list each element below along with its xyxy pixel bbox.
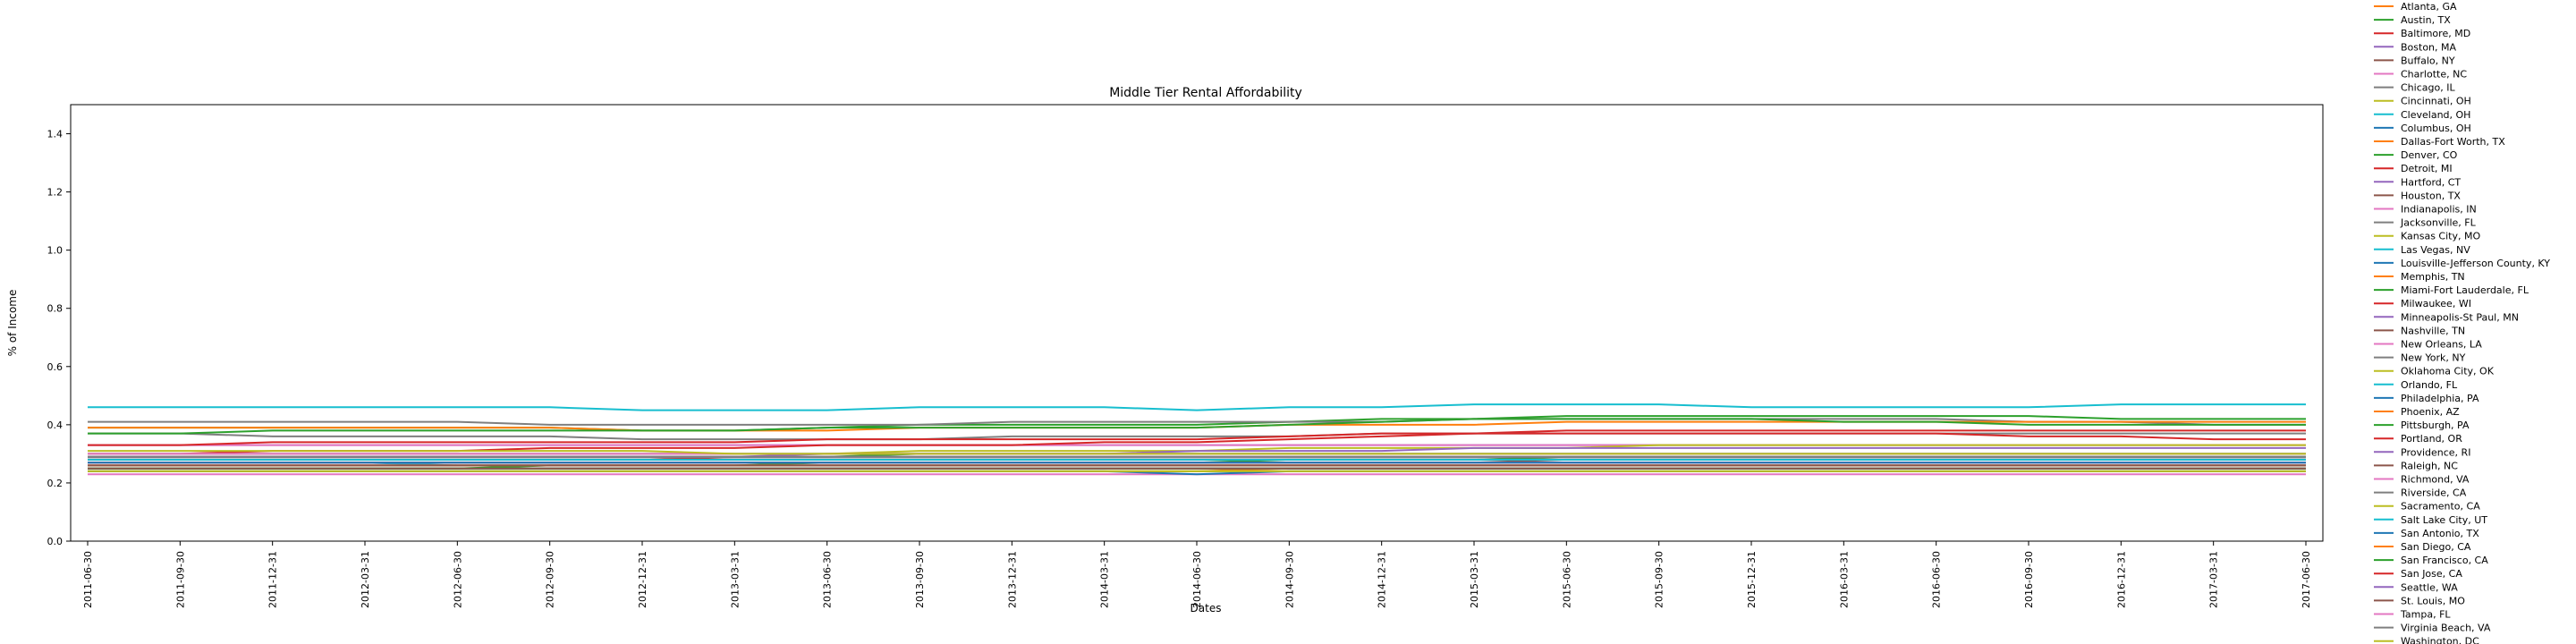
legend-label: Denver, CO xyxy=(2401,149,2458,161)
legend-label: Portland, OR xyxy=(2401,433,2462,445)
y-tick-label: 0.8 xyxy=(47,303,64,315)
legend-label: Minneapolis-St Paul, MN xyxy=(2401,311,2519,323)
x-tick-label: 2013-06-30 xyxy=(822,551,834,608)
x-tick-label: 2015-06-30 xyxy=(1561,551,1572,608)
x-tick-label: 2012-12-31 xyxy=(637,551,648,608)
legend-label: Kansas City, MO xyxy=(2401,231,2480,242)
legend-label: San Antonio, TX xyxy=(2401,528,2479,539)
legend-label: Memphis, TN xyxy=(2401,271,2465,283)
legend-label: Louisville-Jefferson County, KY xyxy=(2401,258,2550,269)
chart-title: Middle Tier Rental Affordability xyxy=(1109,86,1302,100)
legend-label: Sacramento, CA xyxy=(2401,501,2480,513)
y-tick-label: 0.0 xyxy=(47,536,64,547)
legend-label: Indianapolis, IN xyxy=(2401,204,2477,216)
legend-label: Providence, RI xyxy=(2401,446,2470,458)
x-tick-label: 2016-03-31 xyxy=(1838,551,1850,608)
legend-label: Nashville, TN xyxy=(2401,325,2465,336)
y-tick-label: 0.4 xyxy=(47,419,64,431)
legend-label: Raleigh, NC xyxy=(2401,460,2458,471)
x-tick-label: 2012-09-30 xyxy=(545,551,556,608)
x-tick-label: 2015-12-31 xyxy=(1746,551,1758,608)
legend-label: New York, NY xyxy=(2401,352,2466,364)
x-tick-label: 2011-06-30 xyxy=(82,551,94,608)
legend-label: Jacksonville, FL xyxy=(2400,217,2477,229)
legend-label: Dallas-Fort Worth, TX xyxy=(2401,136,2505,148)
legend-label: Miami-Fort Lauderdale, FL xyxy=(2401,284,2529,296)
legend-label: New Orleans, LA xyxy=(2401,339,2482,351)
series-line-42 xyxy=(88,432,2306,446)
legend-label: Cincinnati, OH xyxy=(2401,96,2471,107)
x-tick-label: 2017-06-30 xyxy=(2301,551,2312,608)
legend-label: Philadelphia, PA xyxy=(2401,393,2479,404)
legend-label: Austin, TX xyxy=(2401,14,2451,26)
y-tick-label: 1.4 xyxy=(47,129,64,140)
x-axis-title: Dates xyxy=(1191,602,1222,614)
legend-label: Columbus, OH xyxy=(2401,123,2471,134)
legend-label: Milwaukee, WI xyxy=(2401,298,2471,309)
legend-label: Hartford, CT xyxy=(2401,176,2461,188)
x-tick-label: 2016-09-30 xyxy=(2023,551,2035,608)
plot-area xyxy=(88,403,2306,476)
x-tick-label: 2013-09-30 xyxy=(914,551,926,608)
legend-label: Virginia Beach, VA xyxy=(2401,623,2491,634)
y-tick-label: 0.6 xyxy=(47,361,64,373)
series-line-41 xyxy=(88,418,2306,435)
legend-label: Orlando, FL xyxy=(2401,379,2458,391)
legend-label: Atlanta, GA xyxy=(2401,1,2457,13)
legend-label: Detroit, MI xyxy=(2401,163,2453,174)
legend-label: Cleveland, OH xyxy=(2401,109,2470,121)
legend-label: Seattle, WA xyxy=(2401,581,2458,593)
x-tick-label: 2016-06-30 xyxy=(1931,551,1943,608)
legend-label: San Diego, CA xyxy=(2401,541,2471,553)
y-tick-label: 1.2 xyxy=(47,187,64,199)
x-tick-label: 2011-12-31 xyxy=(267,551,279,608)
legend-label: St. Louis, MO xyxy=(2401,595,2465,606)
legend-label: Chicago, IL xyxy=(2401,82,2455,94)
legend-label: Richmond, VA xyxy=(2401,474,2470,486)
legend-label: Charlotte, NC xyxy=(2401,69,2467,80)
legend-label: Boston, MA xyxy=(2401,41,2457,53)
x-tick-label: 2014-09-30 xyxy=(1284,551,1295,608)
x-tick-label: 2011-09-30 xyxy=(174,551,186,608)
x-tick-label: 2014-12-31 xyxy=(1377,551,1388,608)
x-tick-label: 2016-12-31 xyxy=(2115,551,2127,608)
x-tick-label: 2015-03-31 xyxy=(1469,551,1480,608)
y-tick-label: 1.0 xyxy=(47,245,64,257)
legend-label: Buffalo, NY xyxy=(2401,55,2455,66)
x-tick-label: 2017-03-31 xyxy=(2208,551,2220,608)
x-tick-label: 2014-06-30 xyxy=(1191,551,1203,608)
series-line-26 xyxy=(88,418,2306,426)
x-axis: 2011-06-30 2011-09-30 2011-12-31 2012-03-31… xyxy=(82,541,2312,608)
x-tick-label: 2014-03-31 xyxy=(1099,551,1111,608)
series-line-47 xyxy=(88,450,2306,455)
legend-label: Washington, DC xyxy=(2401,636,2479,644)
x-tick-label: 2015-09-30 xyxy=(1654,551,1665,608)
y-axis: 0.0 0.2 0.4 0.6 0.8 1.0 1.2 1.4 xyxy=(47,129,71,547)
legend-label: Oklahoma City, OK xyxy=(2401,366,2495,377)
legend-label: San Jose, CA xyxy=(2401,568,2462,580)
legend-label: Las Vegas, NV xyxy=(2401,244,2470,256)
legend-label: Salt Lake City, UT xyxy=(2401,514,2487,526)
legend-label: Houston, TX xyxy=(2401,190,2461,201)
legend-label: Tampa, FL xyxy=(2400,609,2451,621)
legend-label: Riverside, CA xyxy=(2401,487,2467,499)
x-tick-label: 2012-03-31 xyxy=(360,551,371,608)
legend-label: Pittsburgh, PA xyxy=(2401,419,2470,431)
x-tick-label: 2013-12-31 xyxy=(1006,551,1018,608)
x-tick-label: 2013-03-31 xyxy=(729,551,741,608)
y-axis-title: % of Income xyxy=(6,290,19,357)
x-tick-label: 2012-06-30 xyxy=(452,551,463,608)
legend-label: Baltimore, MD xyxy=(2401,28,2470,39)
series-line-48 xyxy=(88,403,2306,411)
y-tick-label: 0.2 xyxy=(47,478,64,489)
legend-label: San Francisco, CA xyxy=(2401,555,2488,566)
legend-label: Phoenix, AZ xyxy=(2401,406,2460,418)
